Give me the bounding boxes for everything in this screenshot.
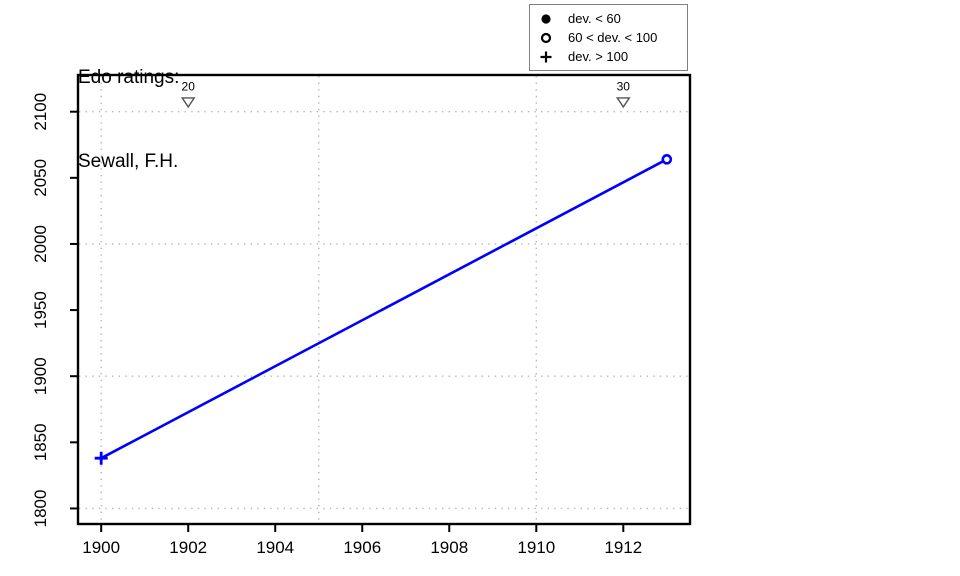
y-tick-label: 1850 bbox=[31, 423, 50, 461]
y-tick-label: 1950 bbox=[31, 291, 50, 329]
x-tick-label: 1902 bbox=[169, 538, 207, 557]
plus-icon bbox=[538, 49, 554, 65]
x-tick-label: 1906 bbox=[343, 538, 381, 557]
legend: dev. < 60 60 < dev. < 100 dev. > 100 bbox=[529, 4, 688, 71]
chart-title-line2: Sewall, F.H. bbox=[78, 151, 179, 172]
x-tick-label: 1910 bbox=[517, 538, 555, 557]
legend-item-label: 60 < dev. < 100 bbox=[568, 30, 658, 45]
deviation-count-label: 20 bbox=[182, 79, 196, 93]
y-tick-label: 2050 bbox=[31, 159, 50, 197]
filled-circle-icon bbox=[538, 11, 554, 27]
plot-border bbox=[76, 73, 692, 526]
y-tick-label: 1900 bbox=[31, 357, 50, 395]
x-tick-label: 1912 bbox=[604, 538, 642, 557]
y-tick-label: 2000 bbox=[31, 225, 50, 263]
legend-item-dev-gt-100: dev. > 100 bbox=[538, 47, 679, 66]
deviation-triangle-icon bbox=[615, 97, 631, 109]
y-tick-label: 1800 bbox=[31, 490, 50, 528]
legend-item-dev-lt-60: dev. < 60 bbox=[538, 9, 679, 28]
chart-title: Edo ratings: Sewall, F.H. bbox=[78, 8, 179, 232]
legend-item-dev-60-100: 60 < dev. < 100 bbox=[538, 28, 679, 47]
chart-title-line1: Edo ratings: bbox=[78, 67, 180, 88]
deviation-count-label: 30 bbox=[617, 79, 631, 93]
legend-item-label: dev. > 100 bbox=[568, 49, 629, 64]
legend-item-label: dev. < 60 bbox=[568, 11, 621, 26]
y-tick-label: 2100 bbox=[31, 93, 50, 131]
deviation-triangle-icon bbox=[180, 97, 196, 109]
open-circle-marker-icon bbox=[661, 154, 673, 165]
x-tick-label: 1908 bbox=[430, 538, 468, 557]
plus-marker-icon bbox=[94, 451, 108, 465]
open-circle-icon bbox=[538, 30, 554, 46]
x-tick-label: 1900 bbox=[82, 538, 120, 557]
x-tick-label: 1904 bbox=[256, 538, 294, 557]
rating-line bbox=[99, 158, 669, 460]
